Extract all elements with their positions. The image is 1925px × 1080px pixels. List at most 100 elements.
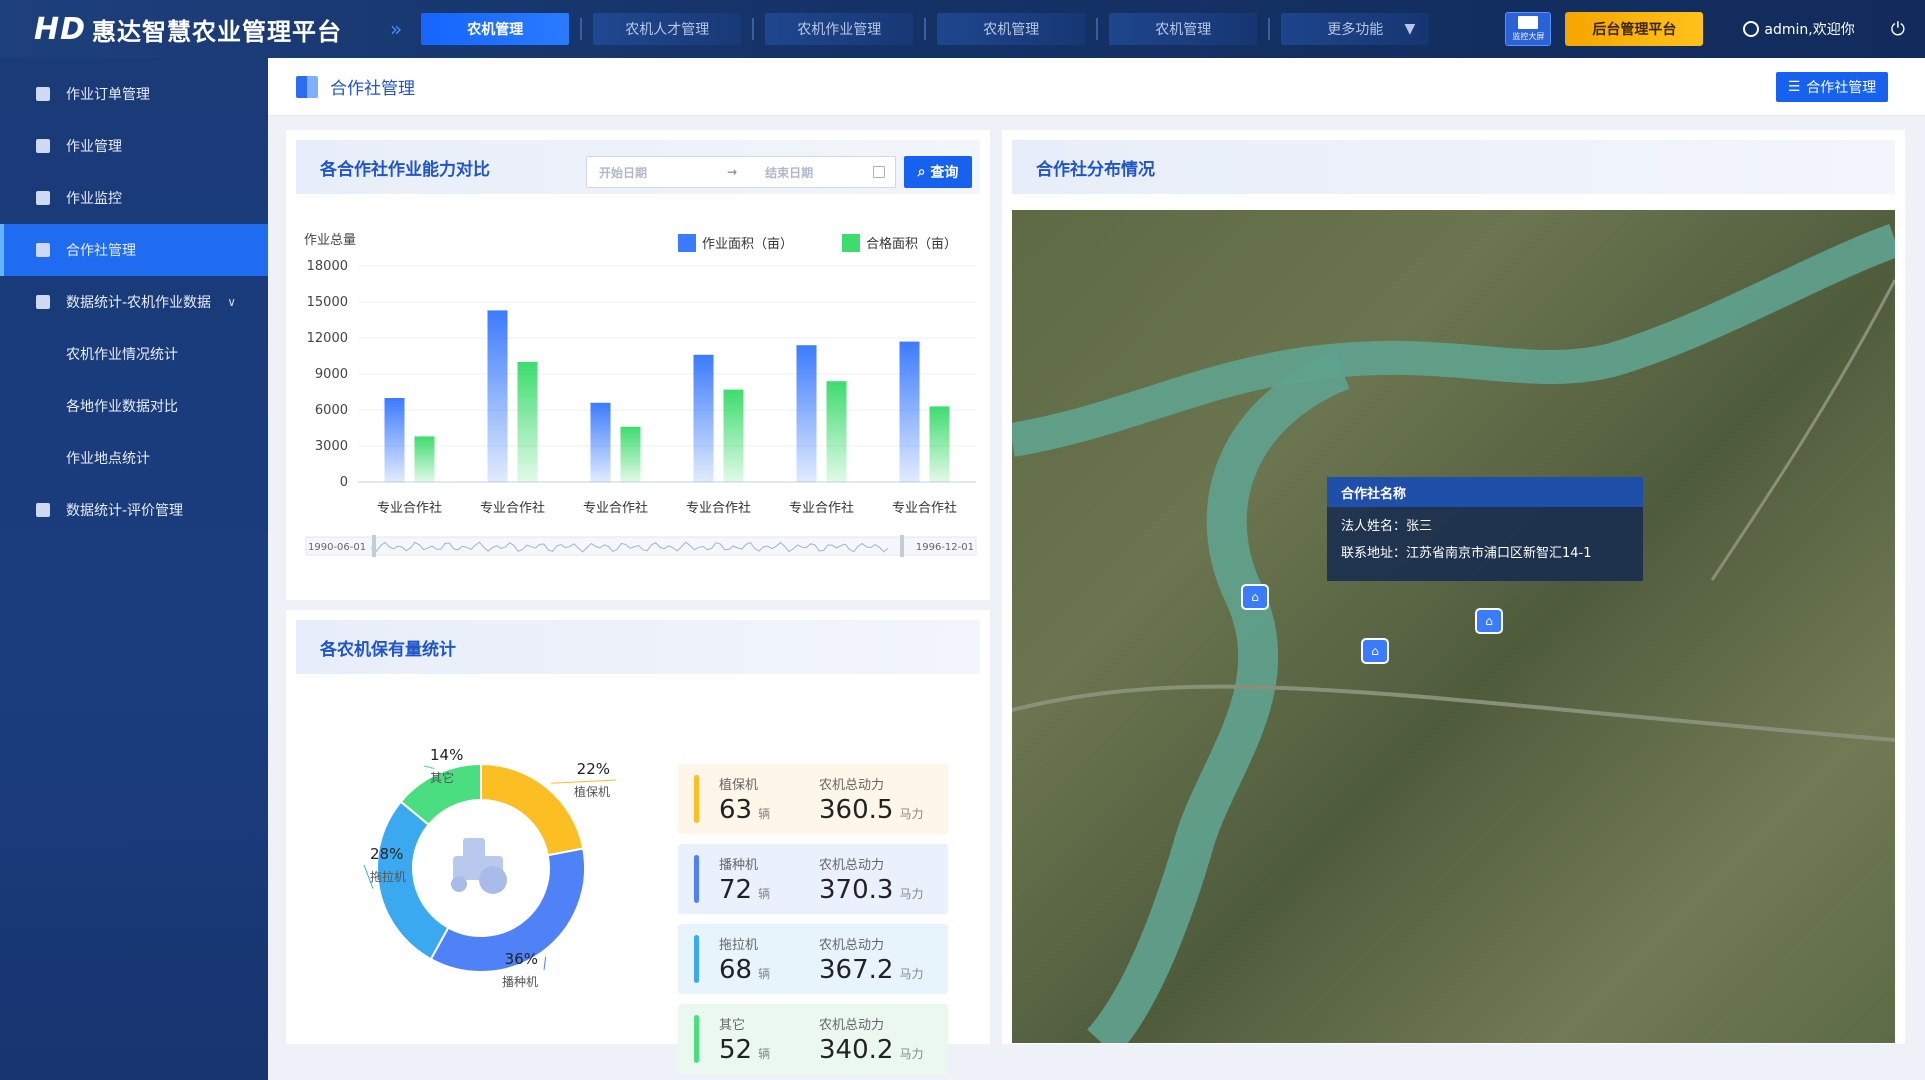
stat-count: 72 bbox=[719, 874, 753, 905]
tab-divider bbox=[580, 18, 583, 40]
map-features bbox=[1012, 224, 1895, 1043]
machine-card: 各农机保有量统计 22% 植保机 36% 播种机 28% 拖拉机 14% 其它 植保机 63 辆农… bbox=[286, 610, 990, 1074]
range-handle-start[interactable] bbox=[372, 535, 376, 557]
donut-name-label: 其它 bbox=[430, 770, 454, 785]
bar[interactable] bbox=[899, 341, 920, 482]
machine-card-title: 各农机保有量统计 bbox=[320, 639, 456, 660]
sidebar-item-monitor[interactable]: 作业监控 bbox=[0, 172, 268, 224]
stat-power-block: 农机总动力 367.2 马力 bbox=[819, 934, 939, 985]
stat-count-unit: 辆 bbox=[758, 1046, 771, 1061]
y-tick-label: 18000 bbox=[307, 259, 348, 274]
range-handle-end[interactable] bbox=[900, 535, 904, 557]
donut-name-label: 植保机 bbox=[574, 784, 610, 799]
bar[interactable] bbox=[620, 426, 641, 482]
stat-power-label: 农机总动力 bbox=[819, 777, 885, 793]
sidebar-item-order[interactable]: 作业订单管理 bbox=[0, 68, 268, 120]
map-card: 合作社分布情况 ⌂ ⌂ ⌂ 合作社名称 法人姓名：张三 联系地址：江苏省南京市浦… bbox=[1002, 130, 1905, 1044]
bar[interactable] bbox=[693, 354, 714, 482]
range-slider[interactable] bbox=[305, 536, 977, 556]
stat-power-block: 农机总动力 360.5 马力 bbox=[819, 774, 939, 825]
tab-operation-management[interactable]: 农机作业管理 bbox=[765, 13, 914, 45]
tractor-wheel-icon bbox=[479, 866, 507, 894]
tab-machine-management-2[interactable]: 农机管理 bbox=[937, 13, 1086, 45]
bar[interactable] bbox=[590, 402, 611, 482]
cooperative-marker[interactable]: ⌂ bbox=[1361, 638, 1389, 664]
sidebar-item-label: 数据统计-评价管理 bbox=[66, 503, 184, 519]
sidebar-subitem-operation-stats[interactable]: 农机作业情况统计 bbox=[66, 347, 178, 363]
y-axis-label: 作业总量 bbox=[304, 233, 356, 248]
capability-bar-chart: 作业总量 0 3000 6000 9000 12000 15000 18000 作业面积（亩） 合… bbox=[304, 233, 977, 557]
x-tick-label: 专业合作社 bbox=[583, 500, 648, 516]
book-icon bbox=[296, 75, 318, 98]
tab-more-functions[interactable]: 更多功能 ▼ bbox=[1281, 13, 1430, 45]
cooperative-tooltip: 合作社名称 法人姓名：张三 联系地址：江苏省南京市浦口区新智汇14-1 bbox=[1327, 477, 1643, 581]
sidebar-subitem-location-stats[interactable]: 作业地点统计 bbox=[66, 451, 150, 467]
bar[interactable] bbox=[723, 389, 744, 482]
date-range-picker[interactable]: 开始日期 → 结束日期 bbox=[586, 156, 896, 188]
bar[interactable] bbox=[487, 310, 508, 482]
stat-color-bar bbox=[694, 935, 699, 983]
sidebar-item-operation[interactable]: 作业管理 bbox=[0, 120, 268, 172]
machine-stat-row: 植保机 63 辆 农机总动力 360.5 马力 bbox=[678, 764, 948, 834]
legend-label[interactable]: 作业面积（亩） bbox=[702, 236, 793, 252]
admin-platform-button[interactable]: 后台管理平台 bbox=[1565, 12, 1704, 46]
stat-machine-name: 其它 bbox=[719, 1017, 746, 1033]
x-tick-label: 专业合作社 bbox=[377, 500, 442, 516]
power-icon[interactable]: ⏻ bbox=[1890, 18, 1905, 40]
cooperative-marker[interactable]: ⌂ bbox=[1241, 584, 1269, 610]
x-tick-label: 专业合作社 bbox=[892, 500, 957, 516]
date-separator: → bbox=[727, 165, 738, 179]
road-2 bbox=[1710, 279, 1895, 581]
bar[interactable] bbox=[384, 398, 405, 482]
stat-color-bar bbox=[694, 775, 699, 823]
sidebar-item-cooperative[interactable]: 合作社管理 bbox=[0, 224, 268, 276]
start-date-input[interactable]: 开始日期 bbox=[599, 165, 648, 180]
stat-count-unit: 辆 bbox=[758, 966, 771, 981]
stat-count: 68 bbox=[719, 954, 753, 985]
page-title: 合作社管理 bbox=[330, 79, 415, 99]
user-label: admin,欢迎你 bbox=[1764, 22, 1855, 38]
satellite-map[interactable]: ⌂ ⌂ ⌂ 合作社名称 法人姓名：张三 联系地址：江苏省南京市浦口区新智汇14-… bbox=[1012, 210, 1895, 1043]
sidebar-subitem-region-compare[interactable]: 各地作业数据对比 bbox=[66, 399, 178, 415]
tab-machine-management[interactable]: 农机管理 bbox=[421, 13, 570, 45]
capability-card-title: 各合作社作业能力对比 bbox=[320, 159, 490, 180]
button-label: 合作社管理 bbox=[1806, 80, 1877, 96]
cooperative-marker[interactable]: ⌂ bbox=[1475, 608, 1503, 634]
cooperative-management-button[interactable]: ☰ 合作社管理 bbox=[1776, 72, 1888, 102]
tab-machine-management-3[interactable]: 农机管理 bbox=[1109, 13, 1258, 45]
user-menu[interactable]: admin,欢迎你 bbox=[1743, 19, 1855, 39]
machine-stat-row: 其它 52 辆 农机总动力 340.2 马力 bbox=[678, 1004, 948, 1074]
stat-power-block: 农机总动力 340.2 马力 bbox=[819, 1014, 939, 1065]
search-icon: ⌕ bbox=[917, 164, 926, 180]
tab-talent-management[interactable]: 农机人才管理 bbox=[593, 13, 742, 45]
stat-count-block: 播种机 72 辆 bbox=[719, 854, 819, 905]
range-slider-trend bbox=[371, 541, 889, 553]
donut-slice[interactable] bbox=[399, 762, 482, 827]
chevron-down-icon: ∨ bbox=[227, 295, 236, 309]
sidebar-item-statistics[interactable]: 数据统计-农机作业数据 ∨ bbox=[0, 276, 268, 328]
machine-donut-chart: 22% 植保机 36% 播种机 28% 拖拉机 14% 其它 bbox=[363, 746, 617, 989]
y-tick-label: 6000 bbox=[315, 403, 348, 418]
tooltip-address: 联系地址：江苏省南京市浦口区新智汇14-1 bbox=[1341, 546, 1592, 561]
sidebar-item-evaluation[interactable]: 数据统计-评价管理 bbox=[0, 484, 268, 536]
camera-icon bbox=[36, 191, 50, 205]
legend-label[interactable]: 合格面积（亩） bbox=[866, 236, 957, 252]
donut-leader-line bbox=[543, 956, 547, 971]
bar[interactable] bbox=[929, 406, 950, 482]
top-bar: HD 惠达智慧农业管理平台 » 农机管理 农机人才管理 农机作业管理 农机管理 … bbox=[0, 0, 1925, 58]
calendar-icon bbox=[873, 166, 885, 178]
stat-count-unit: 辆 bbox=[758, 806, 771, 821]
sidebar-item-label: 合作社管理 bbox=[66, 243, 136, 259]
bar[interactable] bbox=[796, 345, 817, 482]
end-date-input[interactable]: 结束日期 bbox=[765, 165, 814, 180]
bar[interactable] bbox=[414, 436, 435, 482]
x-tick-label: 专业合作社 bbox=[480, 500, 545, 516]
stat-color-bar bbox=[694, 855, 699, 903]
bigscreen-button[interactable]: 监控大屏 bbox=[1505, 12, 1552, 46]
donut-slice[interactable] bbox=[429, 847, 586, 973]
donut-leader-line bbox=[363, 864, 374, 889]
bar[interactable] bbox=[826, 381, 847, 482]
query-button[interactable]: ⌕ 查询 bbox=[904, 156, 972, 188]
bar[interactable] bbox=[517, 362, 538, 482]
bigscreen-label: 监控大屏 bbox=[1512, 32, 1545, 41]
